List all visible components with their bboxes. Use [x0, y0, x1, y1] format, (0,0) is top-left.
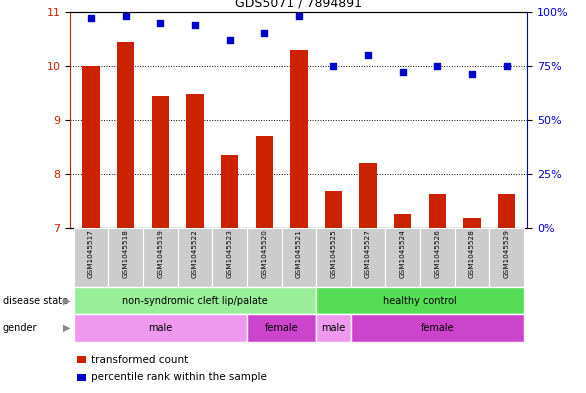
Bar — [351, 228, 386, 287]
Text: female: female — [265, 323, 298, 333]
Point — [225, 37, 234, 43]
Bar — [464, 218, 481, 228]
Bar — [489, 228, 524, 287]
Text: percentile rank within the sample: percentile rank within the sample — [91, 372, 267, 382]
Bar — [74, 287, 316, 314]
Text: GSM1045526: GSM1045526 — [434, 229, 440, 278]
Point — [294, 13, 304, 19]
Bar — [212, 228, 247, 287]
Bar — [152, 95, 169, 228]
Text: GSM1045517: GSM1045517 — [88, 229, 94, 278]
Bar — [351, 314, 524, 342]
Bar — [74, 314, 247, 342]
Bar — [394, 215, 411, 228]
Bar — [143, 228, 178, 287]
Bar — [325, 191, 342, 228]
Point — [467, 71, 476, 77]
Point — [363, 52, 373, 58]
Bar — [359, 163, 377, 228]
Text: GSM1045518: GSM1045518 — [122, 229, 129, 278]
Bar — [290, 50, 308, 228]
Bar — [455, 228, 489, 287]
Bar — [255, 136, 273, 228]
Bar — [420, 228, 455, 287]
Point — [190, 22, 200, 28]
Text: GSM1045529: GSM1045529 — [503, 229, 510, 278]
Text: disease state: disease state — [3, 296, 68, 306]
Point — [329, 62, 338, 69]
Text: GSM1045525: GSM1045525 — [331, 229, 336, 278]
Bar — [247, 314, 316, 342]
Bar — [108, 228, 143, 287]
Bar — [117, 42, 134, 228]
Text: healthy control: healthy control — [383, 296, 457, 306]
Text: male: male — [321, 323, 346, 333]
Bar — [77, 356, 86, 364]
Point — [121, 13, 131, 19]
Bar — [77, 373, 86, 381]
Bar — [83, 66, 100, 228]
Text: GSM1045523: GSM1045523 — [227, 229, 233, 278]
Bar — [221, 155, 239, 228]
Bar — [316, 228, 351, 287]
Bar — [316, 314, 351, 342]
Bar — [186, 94, 204, 228]
Text: GSM1045528: GSM1045528 — [469, 229, 475, 278]
Text: GSM1045527: GSM1045527 — [365, 229, 371, 278]
Text: GSM1045521: GSM1045521 — [296, 229, 302, 278]
Point — [260, 30, 269, 37]
Text: GSM1045520: GSM1045520 — [261, 229, 267, 278]
Text: male: male — [148, 323, 172, 333]
Text: ▶: ▶ — [63, 323, 71, 333]
Bar — [429, 195, 446, 228]
Text: GSM1045519: GSM1045519 — [158, 229, 163, 278]
Text: female: female — [421, 323, 454, 333]
Bar — [316, 287, 524, 314]
Text: GSM1045524: GSM1045524 — [400, 229, 406, 278]
Bar — [281, 228, 316, 287]
Point — [432, 62, 442, 69]
Bar — [498, 195, 515, 228]
Title: GDS5071 / 7894891: GDS5071 / 7894891 — [236, 0, 362, 9]
Bar — [178, 228, 212, 287]
Point — [398, 69, 407, 75]
Bar — [247, 228, 281, 287]
Bar — [386, 228, 420, 287]
Point — [156, 19, 165, 26]
Text: ▶: ▶ — [63, 296, 71, 306]
Text: GSM1045522: GSM1045522 — [192, 229, 198, 278]
Point — [502, 62, 512, 69]
Text: gender: gender — [3, 323, 38, 333]
Text: non-syndromic cleft lip/palate: non-syndromic cleft lip/palate — [122, 296, 268, 306]
Point — [86, 15, 96, 22]
Bar — [74, 228, 108, 287]
Text: transformed count: transformed count — [91, 354, 188, 365]
